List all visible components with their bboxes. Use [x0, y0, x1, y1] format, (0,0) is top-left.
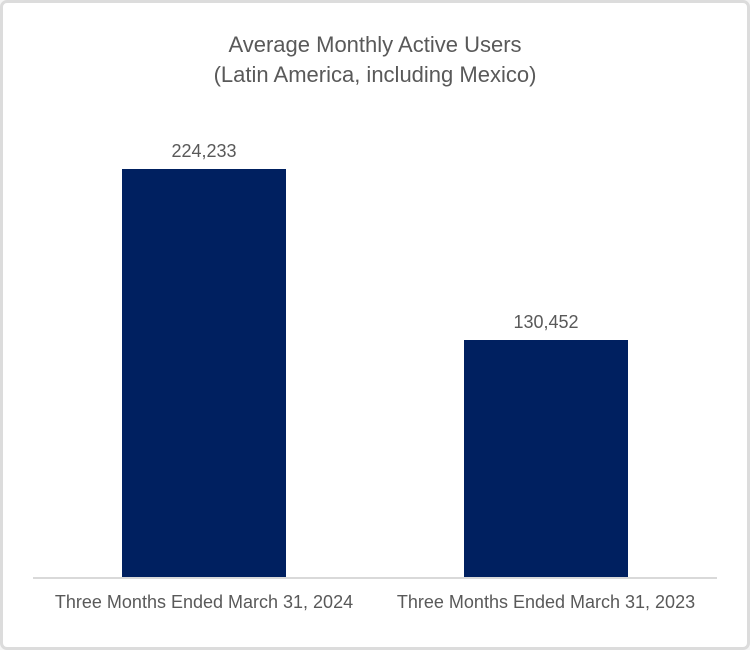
plot-area: 224,233 130,452 — [33, 122, 717, 580]
bar-value-label-2024: 224,233 — [171, 141, 237, 162]
x-axis-label-2023: Three Months Ended March 31, 2023 — [396, 592, 696, 613]
bar-2024 — [121, 169, 287, 578]
chart-title-line2: (Latin America, including Mexico) — [213, 61, 537, 87]
chart-title-line1: Average Monthly Active Users — [228, 32, 522, 57]
x-axis-label-2024: Three Months Ended March 31, 2024 — [54, 592, 354, 613]
bar-value-label-2023: 130,452 — [513, 311, 579, 332]
chart-title: Average Monthly Active Users (Latin Amer… — [3, 30, 747, 89]
x-axis: Three Months Ended March 31, 2024 Three … — [33, 579, 717, 613]
bar-slot-2023: 130,452 — [375, 122, 717, 578]
bar-slot-2024: 224,233 — [33, 122, 375, 578]
bar-2023 — [463, 339, 629, 578]
